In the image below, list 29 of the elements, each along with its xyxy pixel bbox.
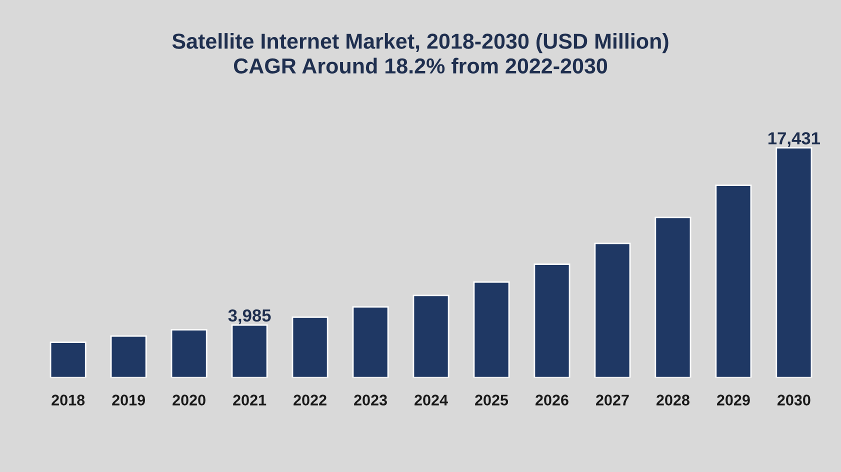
bar [594,242,631,378]
x-tick-label: 2021 [233,394,266,406]
bar [352,306,389,378]
x-tick-label: 2029 [716,394,750,406]
bar [50,342,86,378]
x-tick-label: 2030 [777,394,810,406]
bar [170,329,208,378]
data-label: 3,985 [228,309,271,324]
x-tick-label: 2023 [354,394,387,406]
bar [292,316,328,378]
bar [473,281,510,378]
x-tick-label: 2027 [596,394,629,406]
bar [776,147,812,378]
x-tick-label: 2028 [656,394,690,406]
bar [412,294,450,378]
bar [110,335,147,378]
data-label: 17,431 [768,132,820,147]
x-tick-label: 2018 [52,394,85,406]
bar [534,264,570,378]
x-tick-label: 2022 [294,394,326,406]
x-tick-label: 2019 [112,394,146,406]
x-tick-label: 2024 [414,394,448,406]
bar [654,216,692,378]
bar [715,184,752,378]
x-tick-label: 2025 [475,394,508,406]
x-tick-label: 2020 [172,394,206,406]
x-tick-label: 2026 [536,394,568,406]
chart-title: Satellite Internet Market, 2018-2030 (USD Million) CAGR Around 18.2% from 2022-2030 [172,33,668,74]
bar [231,324,268,378]
